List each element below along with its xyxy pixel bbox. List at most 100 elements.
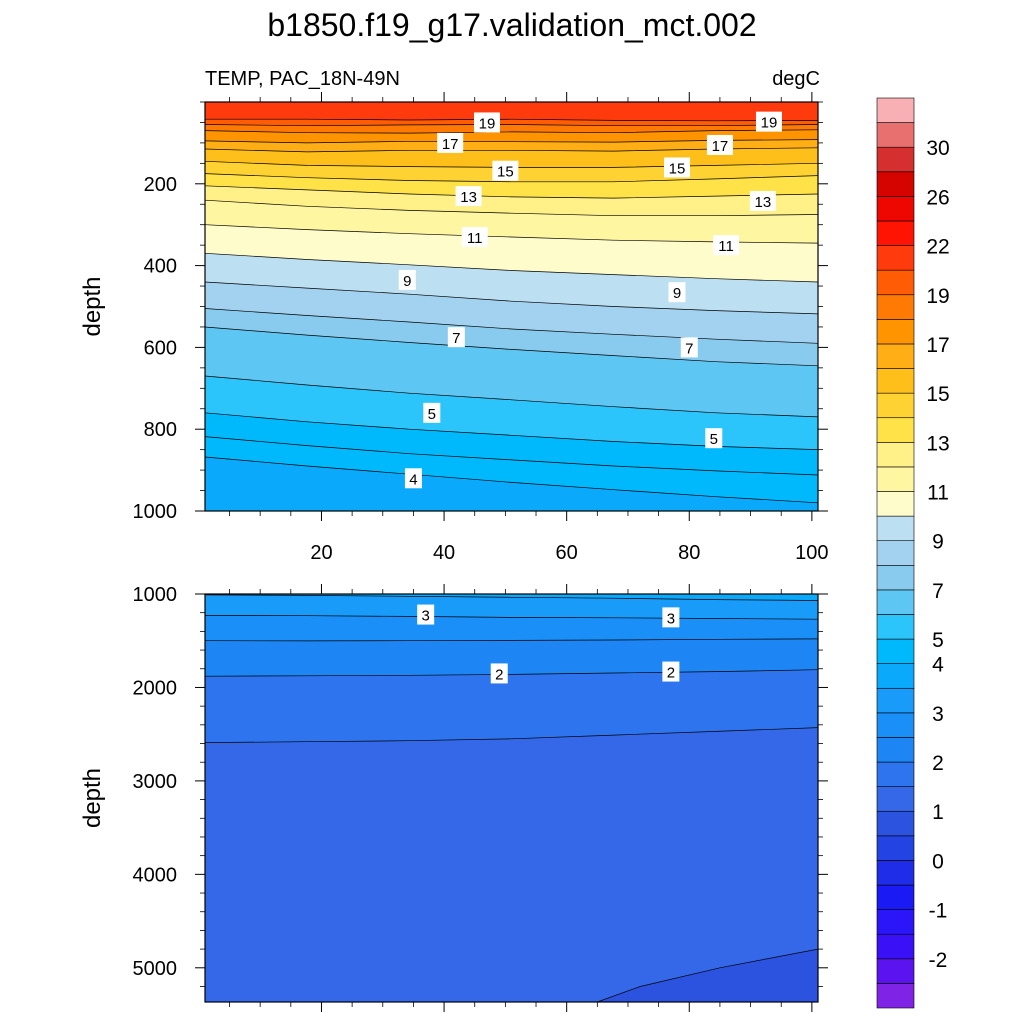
contour-line xyxy=(205,281,818,315)
contour-label-text: 17 xyxy=(442,136,459,153)
contour-line xyxy=(205,594,818,601)
colorbar-swatch xyxy=(876,196,915,222)
contour-line xyxy=(205,308,818,344)
colorbar-label: 13 xyxy=(926,432,949,455)
y-tick-label: 3000 xyxy=(133,771,178,793)
plot-frame xyxy=(204,593,819,1003)
y-tick-label: 200 xyxy=(144,174,177,196)
contour-label: 11 xyxy=(461,226,488,247)
colorbar-swatch xyxy=(876,146,915,173)
contour-line xyxy=(205,456,818,504)
y-axis-label: depth xyxy=(79,276,106,336)
contour-label-box xyxy=(705,428,723,449)
colorbar-swatch xyxy=(876,269,915,296)
contour-label-text: 9 xyxy=(403,273,411,290)
contour-label-box xyxy=(447,327,465,348)
colorbar-label: -1 xyxy=(929,900,948,923)
contour-label: 13 xyxy=(455,186,482,207)
contour-label-text: 13 xyxy=(754,194,771,211)
contour-label-text: 3 xyxy=(422,608,430,625)
contour-label-box xyxy=(461,226,488,247)
colorbar-label: 26 xyxy=(926,186,949,209)
chart-title: b1850.f19_g17.validation_mct.002 xyxy=(267,7,756,43)
contour-label: 13 xyxy=(749,190,776,211)
contour-label: 3 xyxy=(417,604,435,625)
colorbar-swatch xyxy=(876,933,915,960)
colorbar-label: -2 xyxy=(929,949,948,972)
contour-label-box xyxy=(664,157,691,178)
contour-line xyxy=(205,638,818,642)
contour-label-text: 3 xyxy=(667,610,675,627)
y-tick-label: 1000 xyxy=(133,584,178,606)
y-tick-label: 4000 xyxy=(133,864,178,886)
colorbar-swatch xyxy=(876,614,915,640)
contour-label: 5 xyxy=(423,402,441,423)
colorbar-label: 2 xyxy=(932,752,944,775)
colorbar-swatch xyxy=(876,171,915,197)
colorbar-label: 15 xyxy=(926,383,949,406)
contour-label: 11 xyxy=(713,235,740,256)
colorbar-swatch xyxy=(876,392,915,419)
contour-label-box xyxy=(398,269,416,290)
colorbar-swatch xyxy=(876,884,915,910)
colorbar-swatch xyxy=(876,638,915,664)
colorbar-label: 19 xyxy=(926,285,949,308)
contour-line xyxy=(205,326,818,367)
colorbar-swatch xyxy=(876,909,915,935)
contour-label: 2 xyxy=(662,661,680,682)
contour-label-box xyxy=(455,186,482,207)
colorbar-label: 0 xyxy=(932,850,944,873)
contour-line xyxy=(205,124,818,127)
colorbar-swatch xyxy=(876,835,915,861)
contour-label-text: 5 xyxy=(710,431,718,448)
contour-label-box xyxy=(437,132,464,153)
contour-line xyxy=(205,173,818,183)
y-tick-label: 800 xyxy=(144,419,177,441)
colorbar-swatch xyxy=(876,343,915,369)
contour-label-text: 7 xyxy=(685,340,693,357)
contour-label-box xyxy=(662,661,680,682)
colorbar-label: 1 xyxy=(932,801,944,824)
contour-label-text: 5 xyxy=(428,406,436,423)
contour-label-box xyxy=(668,282,686,303)
contour-label: 4 xyxy=(404,468,422,489)
x-tick-label: 40 xyxy=(433,542,455,564)
contour-label: 17 xyxy=(706,134,733,155)
contour-label: 15 xyxy=(492,160,519,181)
upper-panel: 19 19 17 17 15 15 13 13 11 11 9 9 7 7 5 5 4 200 400 600 800 1… xyxy=(79,92,829,564)
colorbar-swatch xyxy=(876,245,915,271)
contour-label: 9 xyxy=(398,269,416,290)
colorbar-label: 11 xyxy=(927,482,949,505)
contour-label-text: 15 xyxy=(669,160,686,177)
variable-label: TEMP, PAC_18N-49N xyxy=(205,68,400,90)
colorbar-swatch xyxy=(876,687,915,714)
contour-label-box xyxy=(749,190,776,211)
y-tick-label: 2000 xyxy=(133,677,178,699)
colorbar-swatch xyxy=(876,294,915,320)
colorbar-swatch xyxy=(876,417,915,443)
contour-label-box xyxy=(680,337,698,358)
contour-label-text: 4 xyxy=(409,471,417,488)
contour-label-box xyxy=(404,468,422,489)
contour-label-text: 15 xyxy=(497,164,514,181)
colorbar-swatch xyxy=(876,663,915,689)
contour-label: 9 xyxy=(668,282,686,303)
colorbar-swatch xyxy=(876,712,915,738)
colorbar-swatch xyxy=(876,491,915,517)
lower-panel: 3 3 2 2 1000 2000 3000 4000 5000 depth xyxy=(79,584,828,1012)
plot-area: 3 3 2 2 xyxy=(205,594,818,1002)
contour-line xyxy=(205,727,818,743)
plot-area: 19 19 17 17 15 15 13 13 11 11 9 9 7 7 5 5 4 xyxy=(205,102,818,511)
colorbar-swatch xyxy=(876,319,915,345)
contour-label-text: 19 xyxy=(761,115,778,132)
contour-line xyxy=(597,948,818,1002)
x-tick-label: 60 xyxy=(556,542,578,564)
contour-label-box xyxy=(473,112,500,133)
contour-label-box xyxy=(755,111,782,132)
colorbar-label: 7 xyxy=(932,580,944,603)
colorbar-swatch xyxy=(876,786,915,812)
contour-line xyxy=(205,129,818,134)
colorbar-label: 4 xyxy=(932,654,944,677)
colorbar-swatch xyxy=(876,122,915,148)
